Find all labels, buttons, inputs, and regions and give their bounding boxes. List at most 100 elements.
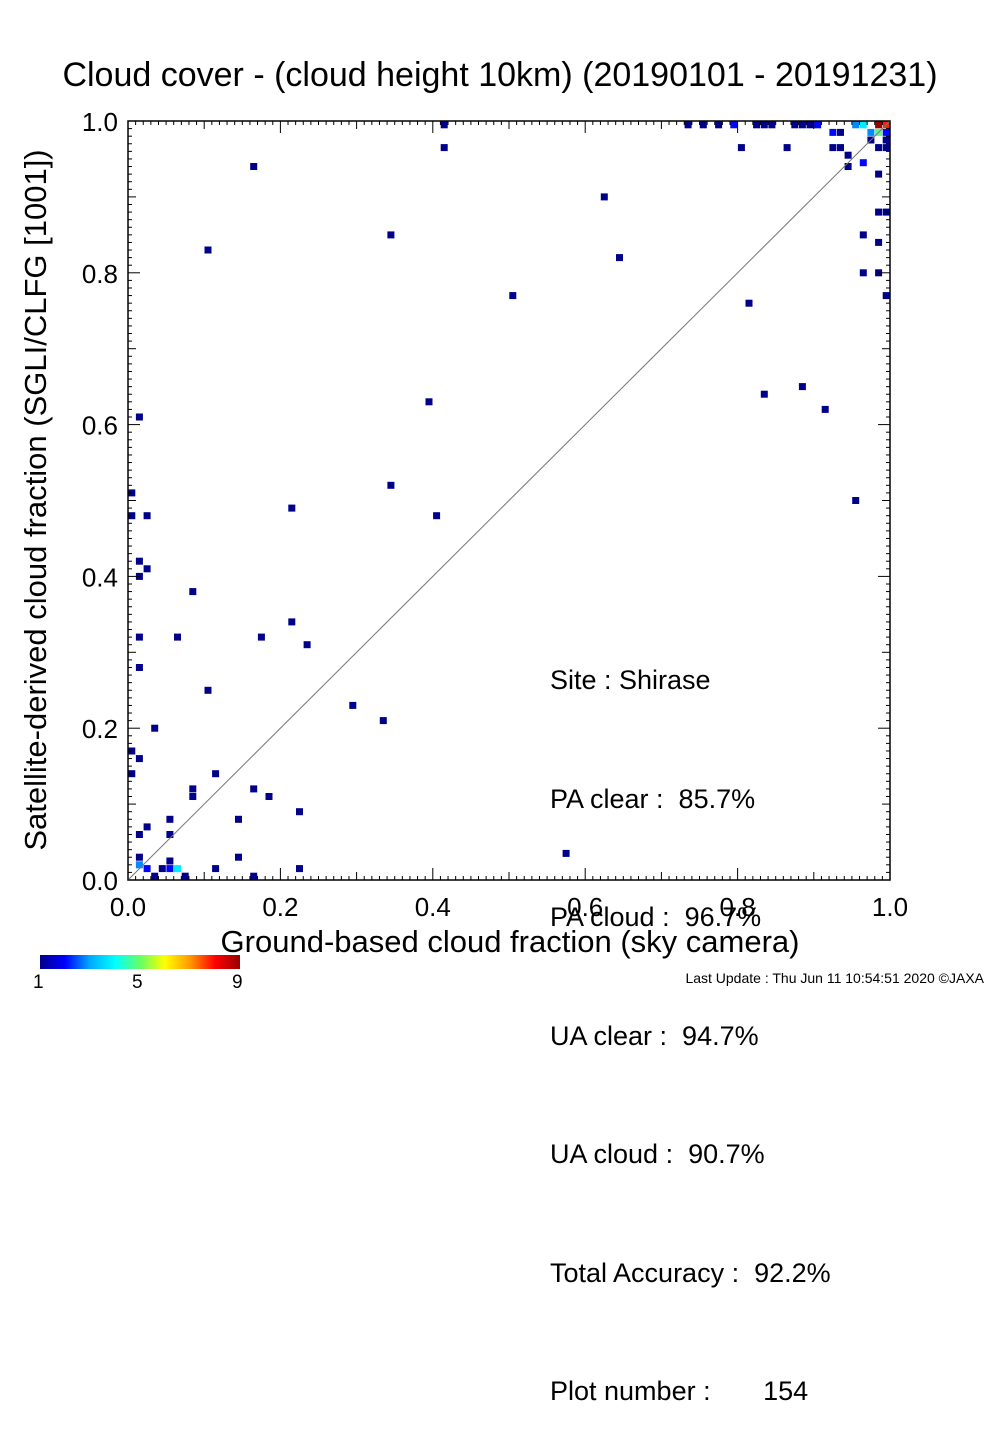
data-point [235, 853, 242, 861]
data-point [440, 121, 448, 129]
data-point [715, 121, 723, 129]
x-tick-label: 0.2 [262, 892, 298, 922]
data-point [166, 831, 174, 838]
x-tick-label: 0.6 [567, 892, 603, 922]
data-point [166, 865, 174, 873]
stat-plot-number: Plot number : 154 [550, 1376, 809, 1406]
data-point [859, 159, 867, 167]
data-point [829, 128, 837, 136]
data-point [296, 808, 303, 816]
data-point [303, 641, 311, 649]
last-update-footer: Last Update : Thu Jun 11 10:54:51 2020 ©… [685, 970, 984, 986]
data-point [859, 231, 867, 239]
data-point [760, 390, 768, 398]
data-point [768, 121, 776, 129]
data-point [189, 793, 197, 800]
data-point [250, 163, 258, 170]
data-point [837, 128, 844, 136]
stat-ua-cloud: UA cloud : 90.7% [550, 1139, 765, 1169]
data-point [250, 785, 258, 793]
colorbar-max-label: 9 [232, 972, 243, 993]
stat-ua-clear: UA clear : 94.7% [550, 1020, 759, 1051]
data-point [135, 557, 143, 565]
data-point [699, 121, 707, 129]
scatter-plot: 0.0 0.2 0.4 0.6 0.8 1.0 0.0 0.2 0.4 0.6 0.8 1.0 [82, 107, 908, 922]
data-point [257, 633, 265, 641]
data-point [844, 151, 852, 159]
data-point [143, 565, 151, 573]
data-point [875, 208, 883, 216]
data-point [189, 785, 197, 793]
data-point [829, 144, 837, 152]
data-point [158, 865, 166, 873]
data-point [798, 121, 806, 129]
data-point [189, 588, 197, 596]
data-point [151, 872, 159, 880]
y-tick-label: 0.4 [82, 562, 118, 592]
colorbar-mid-label: 5 [132, 972, 143, 993]
data-point [288, 618, 296, 626]
y-tick-label: 1.0 [82, 107, 118, 137]
stats-panel: Site : Shirase PA clear : 85.7% PA cloud… [550, 582, 831, 1451]
data-point [143, 823, 151, 831]
stat-total-accuracy: Total Accuracy : 92.2% [550, 1257, 831, 1288]
x-tick-label: 1.0 [872, 892, 908, 922]
data-point [875, 238, 883, 246]
data-point [806, 121, 814, 129]
x-tick-label: 0.0 [110, 892, 146, 922]
stat-pa-clear: PA clear : 85.7% [550, 783, 756, 814]
data-point [562, 849, 570, 857]
data-point [882, 144, 890, 152]
data-point [737, 144, 745, 152]
data-point [798, 383, 806, 391]
data-point [135, 633, 143, 641]
data-point [235, 815, 242, 823]
data-point [760, 121, 768, 129]
colorbar-min-label: 1 [33, 972, 44, 993]
data-point [867, 128, 875, 136]
data-point [875, 144, 883, 152]
data-point [387, 231, 395, 239]
data-point [288, 504, 296, 512]
x-tick-label: 0.4 [415, 892, 451, 922]
data-point [250, 872, 258, 880]
data-point [875, 170, 883, 178]
data-point [791, 121, 799, 129]
data-point [379, 717, 387, 725]
data-point [135, 861, 143, 869]
data-point [509, 292, 517, 300]
data-point [852, 121, 860, 129]
data-point [349, 701, 357, 709]
y-tick-label: 0.0 [82, 866, 118, 896]
data-point [265, 793, 273, 800]
y-tick-label: 0.6 [82, 411, 118, 441]
data-point [882, 136, 890, 144]
y-tick-label: 0.8 [82, 259, 118, 289]
data-point [859, 269, 867, 277]
data-point [753, 121, 761, 129]
data-point [730, 121, 738, 129]
data-point [151, 724, 159, 732]
data-point [143, 865, 151, 873]
data-point [684, 121, 692, 129]
data-point [882, 128, 890, 136]
data-point [821, 405, 829, 413]
data-point [296, 865, 303, 873]
data-point [181, 872, 189, 880]
data-point [135, 413, 143, 421]
colorbar [40, 955, 240, 969]
data-point [212, 865, 220, 873]
data-point [135, 664, 143, 671]
data-point [135, 755, 143, 763]
diagonal-line [127, 120, 891, 881]
data-point [616, 254, 623, 262]
data-point [135, 831, 143, 838]
data-point [204, 686, 212, 694]
x-tick-label: 0.8 [720, 892, 756, 922]
chart-title: Cloud cover - (cloud height 10km) (20190… [62, 56, 938, 94]
y-axis-label: Satellite-derived cloud fraction (SGLI/C… [18, 149, 53, 851]
data-point [135, 853, 143, 861]
data-point [852, 497, 860, 504]
data-point [166, 857, 174, 865]
data-point [174, 633, 181, 641]
